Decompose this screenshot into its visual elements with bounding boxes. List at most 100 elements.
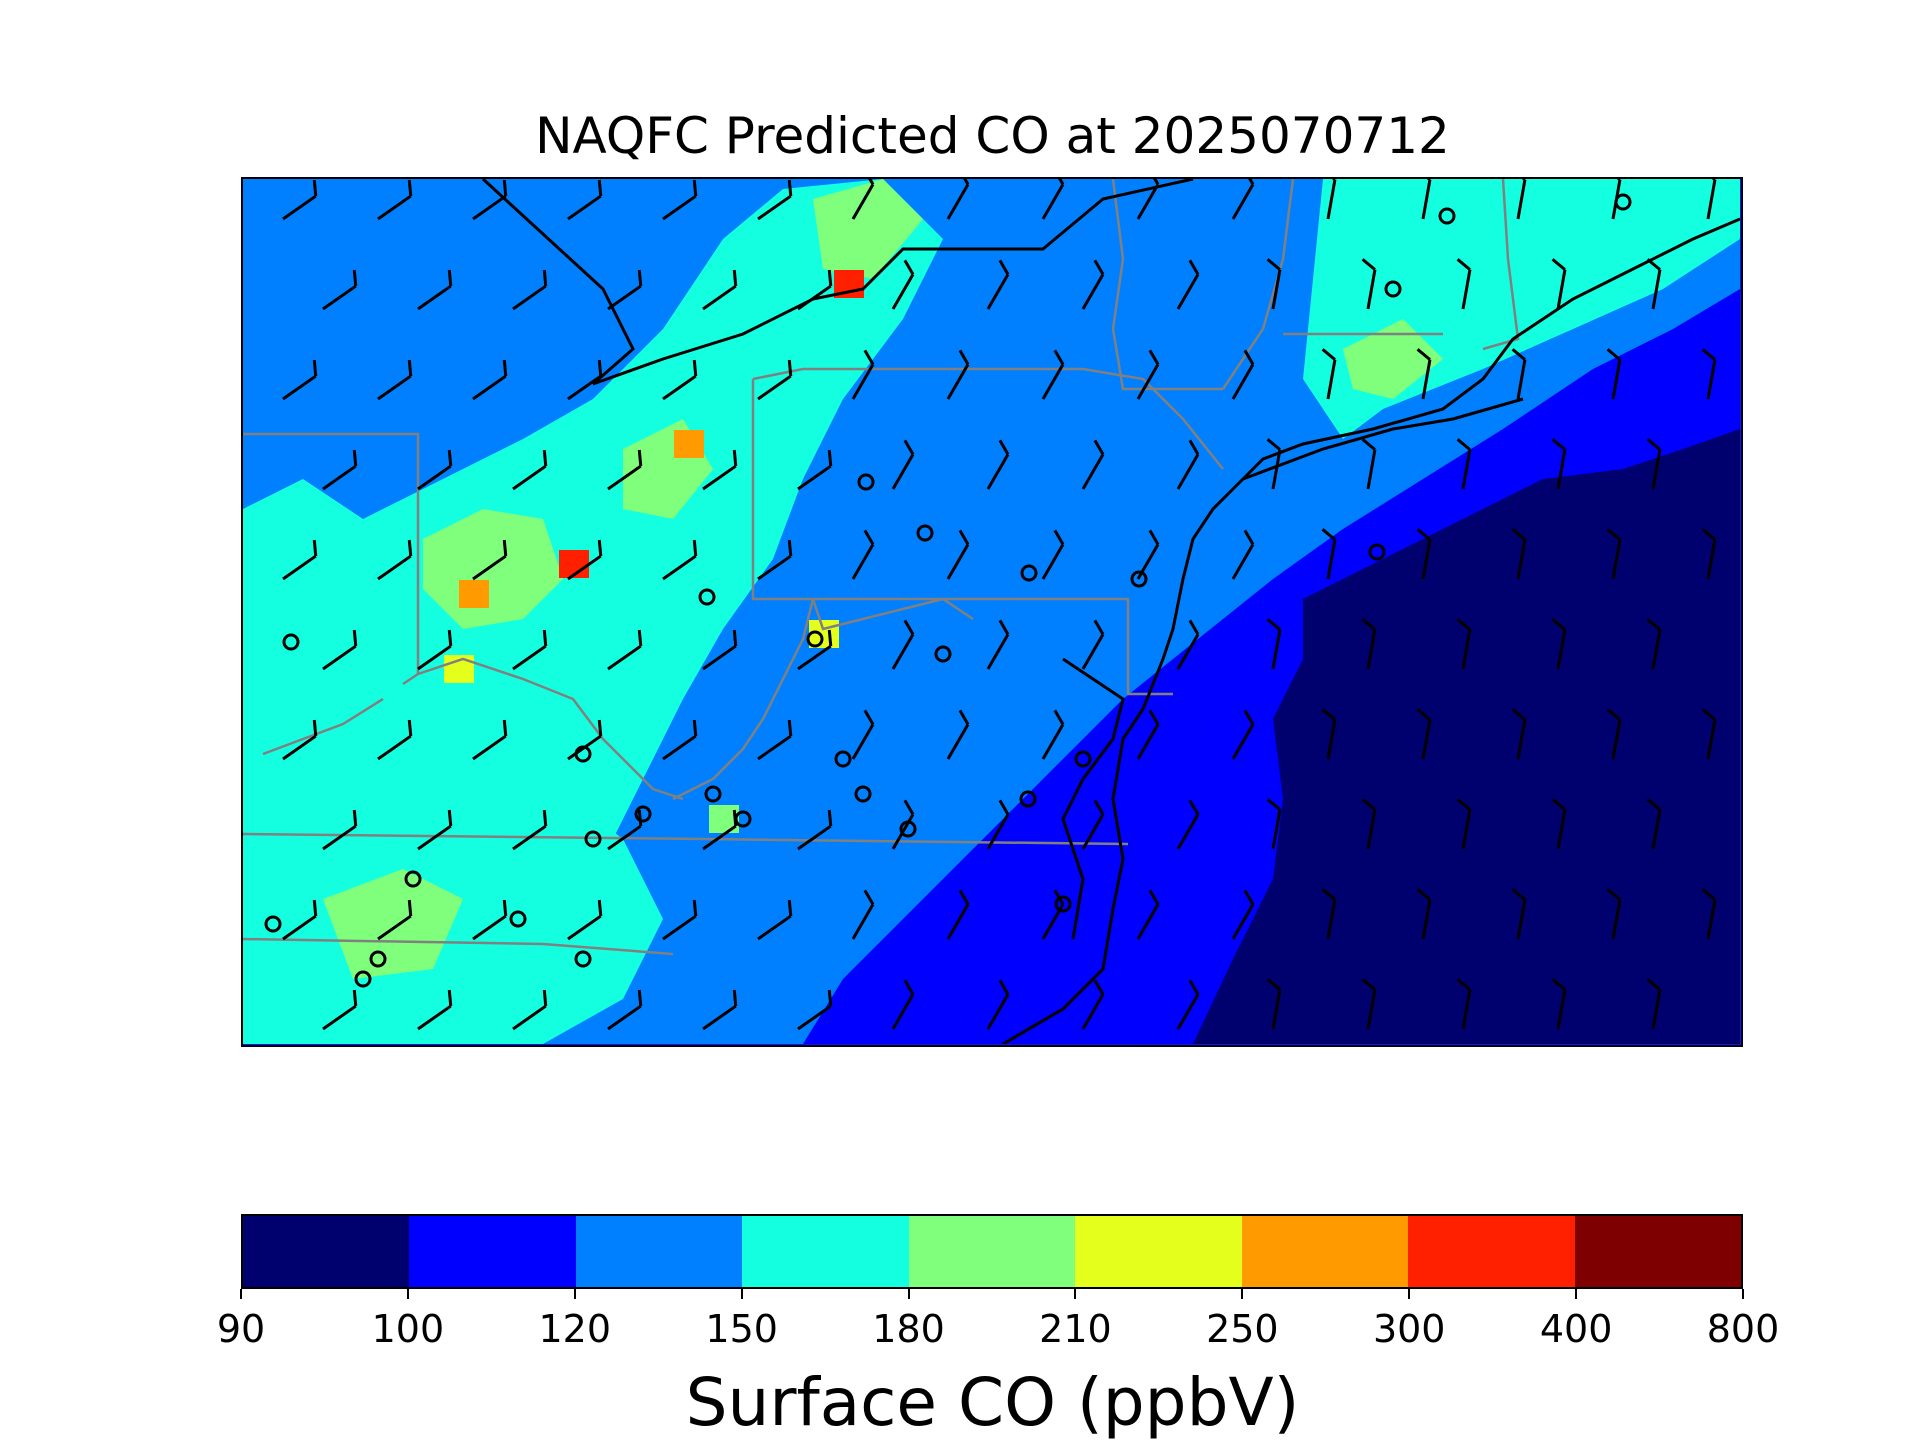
wind-barb [567,539,603,581]
station-marker [916,524,934,542]
colorbar-segment [1075,1216,1242,1287]
station-marker [354,970,372,988]
colorbar-segment [243,1216,410,1287]
colorbar-label: Surface CO (ppbV) [685,1364,1300,1441]
wind-barb [851,349,875,400]
wind-barb [1416,888,1432,940]
station-marker [282,633,300,651]
colorbar-tick-label: 800 [1706,1307,1780,1351]
wind-barb [702,449,738,491]
wind-barb [757,899,793,941]
wind-barb [1456,618,1472,670]
colorbar-tick-label: 300 [1372,1307,1446,1351]
wind-barb [1456,978,1472,1030]
wind-barb [1231,889,1255,940]
wind-barb [567,899,603,941]
colorbar-tick-label: 150 [705,1307,778,1351]
wind-barb [1606,888,1622,940]
wind-barb [1041,349,1065,400]
station-markers [264,193,1632,988]
station-marker [574,950,592,968]
wind-barb [757,719,793,761]
wind-barb [1416,179,1432,220]
wind-barb [986,259,1010,310]
wind-barb [1701,708,1717,760]
wind-barb [1361,798,1377,850]
station-marker [854,785,872,803]
wind-barb [1511,348,1527,400]
wind-barb [1231,179,1255,220]
wind-barb [1456,438,1472,490]
wind-barb [946,709,970,760]
wind-barb [607,809,643,851]
wind-barb [1606,708,1622,760]
wind-barb [662,539,698,581]
station-marker [1438,207,1456,225]
station-marker [734,810,752,828]
colorbar-tick-label: 400 [1539,1307,1613,1351]
station-marker [574,745,592,763]
coastal-band [1123,599,1303,1044]
wind-barb [1606,528,1622,580]
wind-barb [607,989,643,1031]
wind-barb [797,989,833,1031]
wind-barb [1551,978,1567,1030]
wind-barb [282,179,318,221]
wind-barb [986,619,1010,670]
wind-barb [322,449,358,491]
colorbar-tick-label: 180 [872,1307,945,1351]
wind-barb [322,809,358,851]
station-marker [834,750,852,768]
wind-barbs [282,179,1717,1031]
wind-barb [1176,259,1200,310]
wind-barb [946,529,970,580]
wind-barb [1456,798,1472,850]
wind-barb [1456,258,1472,310]
wind-barb [946,179,970,220]
colorbar-tick [573,1289,576,1299]
wind-barb [607,449,643,491]
wind-barb [417,989,453,1031]
chart-title: NAQFC Predicted CO at 2025070712 [535,107,1450,165]
wind-barb [417,449,453,491]
wind-barb [1361,618,1377,670]
co-hotspot [674,430,704,458]
wind-barb [472,899,508,941]
wind-barb [512,809,548,851]
colorbar-segment [409,1216,576,1287]
station-marker [1368,543,1386,561]
wind-barb [322,269,358,311]
wind-barb [1361,438,1377,490]
station-marker [934,645,952,663]
wind-barb [986,439,1010,490]
wind-barb [797,449,833,491]
wind-barb [1136,349,1160,400]
wind-barb [851,709,875,760]
wind-barb [662,359,698,401]
station-marker [704,785,722,803]
colorbar-ticks: 90 100 120 150 180 210 250 300 400 800 [217,1289,1779,1351]
wind-barb [1176,799,1200,850]
co-hotspot [809,620,839,648]
wind-barb [1321,179,1337,220]
wind-barb [1321,708,1337,760]
wind-barb [1551,438,1567,490]
colorbar-segment [575,1216,743,1287]
wind-barb [512,989,548,1031]
wind-barb [282,359,318,401]
wind-barb [797,269,833,311]
wind-barb [1176,439,1200,490]
wind-barb [1416,708,1432,760]
wind-barb [377,899,413,941]
wind-barb [1041,529,1065,580]
wind-barb [986,799,1010,850]
wind-barb [1176,619,1200,670]
wind-barb [282,899,318,941]
colorbar-tick-label: 90 [216,1307,266,1351]
wind-barb [1361,258,1377,310]
wind-barb [282,719,318,761]
colorbar-tick [1241,1289,1244,1299]
wind-barb [1041,179,1065,220]
wind-barb [702,269,738,311]
colorbar-tick-label: 100 [371,1307,445,1351]
